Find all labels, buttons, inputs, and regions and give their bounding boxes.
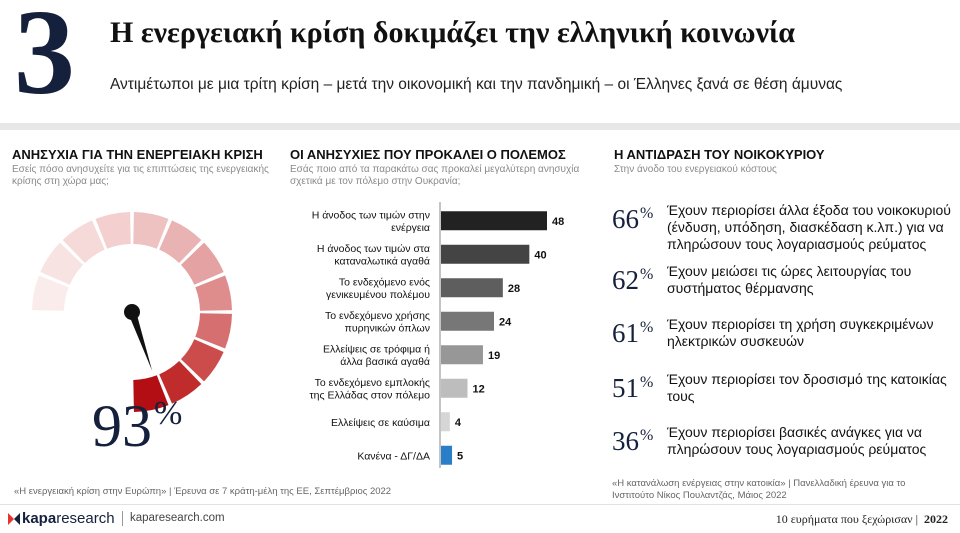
stat-percent: % xyxy=(640,319,654,336)
stat-percent: % xyxy=(640,427,654,444)
page-title: Η ενεργειακή κρίση δοκιμάζει την ελληνικ… xyxy=(110,16,796,49)
war-concerns-desc-line1: Εσάς ποιο από τα παρακάτω σας προκαλεί μ… xyxy=(290,164,580,175)
stat-text: Έχουν μειώσει τις ώρες λειτουργίας του σ… xyxy=(667,263,912,296)
kapa-logo-icon xyxy=(8,513,20,525)
stat-number: 51 xyxy=(612,373,639,403)
stat-value: 66% xyxy=(612,204,653,235)
bar-value-label: 24 xyxy=(499,316,512,328)
header-divider xyxy=(0,123,960,130)
bar-value-label: 12 xyxy=(473,383,485,395)
energy-worry-title: ΑΝΗΣΥΧΙΑ ΓΙΑ ΤΗΝ ΕΝΕΡΓΕΙΑΚΗ ΚΡΙΣΗ xyxy=(12,147,263,162)
stat-text: Έχουν περιορίσει τον δροσισμό της κατοικ… xyxy=(667,371,947,404)
bar-category-label: Κανένα - ΔΓ/ΔΑ xyxy=(357,450,430,462)
stat-value: 36% xyxy=(612,426,653,457)
stat-percent: % xyxy=(640,374,654,391)
footer-caption-text: 10 ευρήματα που ξεχώρισαν xyxy=(775,512,913,526)
bar-category-label: Η άνοδος των τιμών στα καταναλωτικά αγαθά xyxy=(317,243,430,268)
bar-value-label: 40 xyxy=(534,249,546,261)
war-concerns-bar-chart: 48 Η άνοδος των τιμών στην ενέργεια 40 Η άνο… xyxy=(310,202,564,468)
energy-worry-desc-line2: κρίσης στη χώρα μας; xyxy=(12,176,109,187)
gauge-segment xyxy=(40,242,84,285)
right-source: «Η κατανάλωση ενέργειας στην κατοικία» |… xyxy=(612,478,905,502)
war-concerns-desc-line2: σχετικά με τον πόλεμο στην Ουκρανία; xyxy=(290,176,461,187)
bar-value-label: 48 xyxy=(552,216,564,228)
section-number: 3 xyxy=(14,0,75,120)
bar-category-label: Ελλείψεις σε καύσιμα xyxy=(331,417,430,429)
page-subtitle: Αντιμέτωποι με μια τρίτη κρίση – μετά τη… xyxy=(110,76,843,93)
gauge-segment xyxy=(195,275,232,311)
gauge-value-percent: % xyxy=(154,395,183,432)
bar xyxy=(441,345,483,365)
stat-text: Έχουν περιορίσει άλλα έξοδα του νοικοκυρ… xyxy=(667,202,951,252)
right-source-line1: «Η κατανάλωση ενέργειας στην κατοικία» |… xyxy=(612,478,906,489)
bar-category-label: Η άνοδος των τιμών στην ενέργεια xyxy=(312,210,430,235)
gauge-segment xyxy=(62,220,105,264)
gauge-segment xyxy=(95,212,131,249)
gauge-segment xyxy=(159,220,202,264)
stat-item: 62% Έχουν μειώσει τις ώρες λειτουργίας τ… xyxy=(612,263,952,307)
bar-value-label: 19 xyxy=(488,350,500,362)
footer-caption: 10 ευρήματα που ξεχώρισαν | 2022 xyxy=(775,512,948,526)
footer-separator xyxy=(122,511,123,526)
stat-number: 66 xyxy=(612,204,639,234)
stat-number: 62 xyxy=(612,265,639,295)
bar xyxy=(441,445,453,465)
brand-logo-bold: kapa xyxy=(22,510,57,527)
bar-category-label: Το ενδεχόμενο χρήσης πυρηνικών όπλων xyxy=(325,310,430,335)
bar xyxy=(441,211,547,231)
gauge-segment xyxy=(32,275,69,311)
bar-category-label: Ελλείψεις σε τρόφιμα ή άλλα βασικά αγαθά xyxy=(323,344,430,369)
bar-value-label: 5 xyxy=(457,450,463,462)
stat-text: Έχουν περιορίσει βασικές ανάγκες για να … xyxy=(667,424,927,457)
stat-number: 36 xyxy=(612,426,639,456)
footer-url: kaparesearch.com xyxy=(130,512,225,524)
bar-value-label: 4 xyxy=(455,417,462,429)
energy-worry-desc: Εσείς πόσο ανησυχείτε για τις επιπτώσεις… xyxy=(12,164,269,188)
bar xyxy=(441,244,530,264)
stat-percent: % xyxy=(640,266,654,283)
gauge-segment xyxy=(133,375,169,412)
gauge-segment xyxy=(159,360,202,404)
stat-item: 61% Έχουν περιορίσει τη χρήση συγκεκριμέ… xyxy=(612,316,952,360)
bar xyxy=(441,412,450,432)
war-concerns-title: ΟΙ ΑΝΗΣΥΧΙΕΣ ΠΟΥ ΠΡΟΚΑΛΕΙ Ο ΠΟΛΕΜΟΣ xyxy=(290,147,566,162)
right-source-line2: Ινστιτούτο Νίκος Πουλαντζάς, Μάιος 2022 xyxy=(612,490,787,501)
brand-logo: kaparesearch xyxy=(22,510,115,527)
gauge-segment xyxy=(180,339,224,382)
bar-value-label: 28 xyxy=(508,283,520,295)
bar-category-label: Το ενδεχόμενο ενός γενικευμένου πολέμου xyxy=(326,277,430,302)
stat-value: 51% xyxy=(612,373,653,404)
household-reaction-desc: Στην άνοδο του ενεργειακού κόστους xyxy=(614,164,777,175)
stat-percent: % xyxy=(640,205,654,222)
footer-year: 2022 xyxy=(924,512,948,526)
bar xyxy=(441,311,494,331)
left-source: «Η ενεργειακή κρίση στην Ευρώπη» | Έρευν… xyxy=(14,486,392,497)
stat-number: 61 xyxy=(612,318,639,348)
stat-item: 51% Έχουν περιορίσει τον δροσισμό της κα… xyxy=(612,371,952,415)
gauge-segment xyxy=(180,242,224,285)
stat-item: 36% Έχουν περιορίσει βασικές ανάγκες για… xyxy=(612,424,952,468)
footer-divider xyxy=(0,504,960,505)
stat-value: 61% xyxy=(612,318,653,349)
gauge-value: 93% xyxy=(92,396,182,456)
stat-item: 66% Έχουν περιορίσει άλλα έξοδα του νοικ… xyxy=(612,202,952,252)
household-reaction-title: Η ΑΝΤΙΔΡΑΣΗ ΤΟΥ ΝΟΙΚΟΚΥΡΙΟΥ xyxy=(614,147,825,162)
gauge-needle-hub xyxy=(124,304,140,320)
gauge-value-number: 93 xyxy=(92,393,152,459)
gauge-segment xyxy=(195,313,232,349)
bar-category-label: Το ενδεχόμενο εμπλοκής της Ελλάδας στον π… xyxy=(310,377,431,402)
worry-gauge xyxy=(32,212,232,412)
brand-logo-rest: research xyxy=(56,510,115,527)
stat-text: Έχουν περιορίσει τη χρήση συγκεκριμένων … xyxy=(667,316,934,349)
energy-worry-desc-line1: Εσείς πόσο ανησυχείτε για τις επιπτώσεις… xyxy=(12,164,269,175)
stat-value: 62% xyxy=(612,265,653,296)
bar xyxy=(441,378,468,398)
war-concerns-desc: Εσάς ποιο από τα παρακάτω σας προκαλεί μ… xyxy=(290,164,579,188)
gauge-needle xyxy=(128,310,153,371)
gauge-segment xyxy=(133,212,169,249)
bar xyxy=(441,278,503,298)
